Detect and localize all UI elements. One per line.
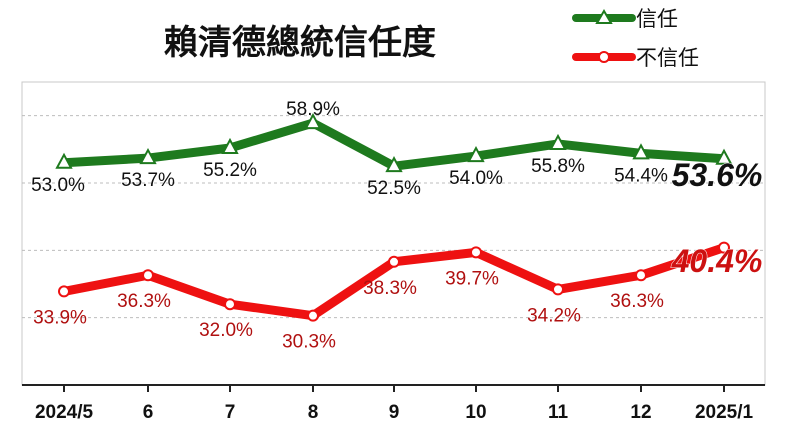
data-label: 36.3% bbox=[610, 291, 664, 312]
data-point bbox=[549, 133, 567, 150]
data-point bbox=[718, 241, 730, 254]
data-label: 55.8% bbox=[531, 156, 585, 177]
legend-label: 信任 bbox=[636, 7, 678, 31]
x-tick-label: 2024/5 bbox=[35, 402, 94, 423]
data-label-latest: 40.4% bbox=[671, 243, 763, 279]
x-tick-label: 11 bbox=[548, 402, 569, 423]
data-label: 55.2% bbox=[203, 160, 257, 181]
data-point bbox=[58, 285, 70, 298]
data-point bbox=[224, 298, 236, 311]
data-point bbox=[552, 283, 564, 296]
series-distrust: 33.9% 36.3% 32.0% 30.3% 38.3% 39.7% 34.2% 36.3%… bbox=[33, 241, 763, 353]
legend-marker-triangle bbox=[595, 9, 613, 24]
series-trust: 53.0% 53.7% 55.2% 58.9% 52.5% 54.0% 55.8% 54.4%… bbox=[31, 99, 763, 199]
data-label: 32.0% bbox=[199, 320, 253, 341]
legend-marker-circle bbox=[598, 51, 610, 63]
data-point bbox=[635, 269, 647, 282]
data-point bbox=[55, 152, 73, 169]
x-tick-label: 12 bbox=[630, 402, 651, 423]
data-label: 34.2% bbox=[527, 305, 581, 326]
x-tick-label: 2025/1 bbox=[695, 402, 754, 423]
series-layer: 53.0% 53.7% 55.2% 58.9% 52.5% 54.0% 55.8% 54.4%… bbox=[31, 99, 763, 353]
legend-label: 不信任 bbox=[636, 46, 699, 70]
data-point bbox=[385, 156, 403, 173]
x-tick-label: 8 bbox=[308, 402, 319, 423]
data-label: 33.9% bbox=[33, 307, 87, 328]
data-point bbox=[142, 269, 154, 282]
data-point bbox=[470, 246, 482, 259]
data-label: 53.7% bbox=[121, 170, 175, 191]
data-point bbox=[307, 309, 319, 322]
chart-title: 賴清德總統信任度 bbox=[164, 23, 436, 63]
data-label: 52.5% bbox=[367, 178, 421, 199]
data-label: 54.4% bbox=[614, 165, 668, 186]
data-point bbox=[388, 255, 400, 268]
x-tick-label: 6 bbox=[143, 402, 154, 423]
data-label-latest: 53.6% bbox=[672, 157, 763, 193]
data-point bbox=[715, 148, 733, 165]
data-point bbox=[139, 147, 157, 165]
data-point bbox=[632, 143, 650, 160]
data-label: 38.3% bbox=[363, 278, 417, 299]
data-label: 36.3% bbox=[117, 291, 171, 312]
data-label: 30.3% bbox=[282, 332, 336, 353]
data-label: 54.0% bbox=[449, 168, 503, 189]
x-tick-label: 9 bbox=[389, 402, 400, 423]
data-label: 53.0% bbox=[31, 175, 85, 196]
data-label: 58.9% bbox=[286, 99, 340, 120]
x-tick-label: 7 bbox=[225, 402, 236, 423]
data-point bbox=[221, 137, 239, 154]
x-tick-label: 10 bbox=[465, 402, 486, 423]
data-label: 39.7% bbox=[445, 268, 499, 289]
plot-frame bbox=[21, 81, 766, 386]
gridlines bbox=[22, 115, 765, 319]
data-point bbox=[467, 145, 485, 163]
data-point bbox=[304, 112, 322, 130]
plot-area: 2024/5 6 7 8 9 10 11 12 2025/1 53.0% 53.7% 55.2% 58… bbox=[21, 81, 766, 423]
x-axis-ticks: 2024/5 6 7 8 9 10 11 12 2025/1 bbox=[35, 385, 754, 423]
